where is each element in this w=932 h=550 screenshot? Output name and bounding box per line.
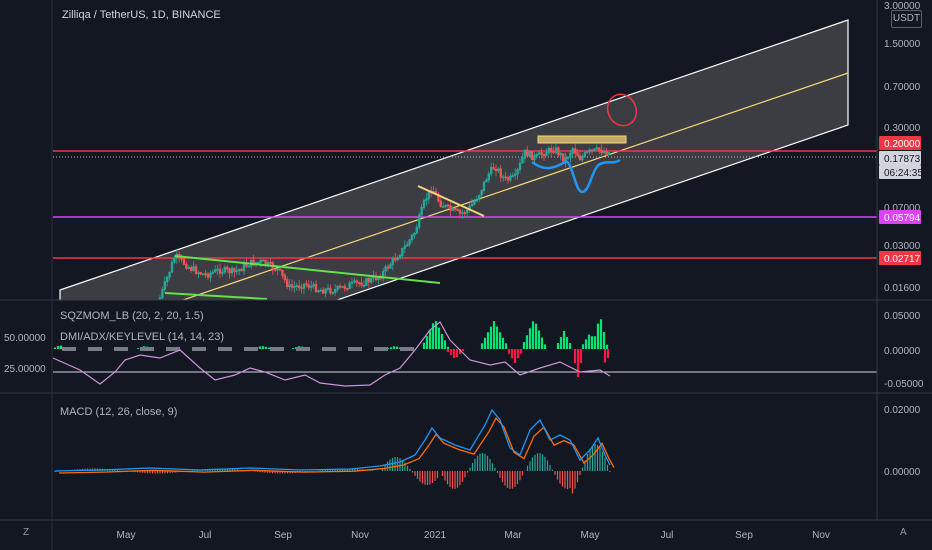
price-pane-content [53, 19, 877, 395]
auto-scale-icon[interactable]: A [900, 527, 907, 538]
price-level-label: 0.05794 [884, 213, 921, 224]
macd-signal-line[interactable] [58, 416, 615, 474]
dmi-label[interactable]: DMI/ADX/KEYLEVEL (14, 14, 23) [60, 331, 225, 343]
regression-channel[interactable] [59, 19, 849, 395]
indicator1-left-tick: 50.00000 [4, 333, 46, 344]
trendline-green-lower[interactable] [164, 292, 268, 300]
time-axis-label: Jul [661, 530, 674, 541]
price-level-tag[interactable] [879, 151, 921, 165]
price-level-label: 0.02717 [884, 254, 921, 265]
channel-midline[interactable] [60, 72, 849, 342]
red-target-ellipse[interactable] [603, 90, 642, 131]
ind1-content [53, 319, 877, 387]
price-tick-label: 3.00000 [884, 1, 921, 12]
price-level-tag[interactable] [879, 136, 921, 150]
time-axis-label: Jul [199, 530, 212, 541]
macd-right-tick: 0.00000 [884, 467, 921, 478]
price-tick-label: 1.50000 [884, 39, 921, 50]
adx-line[interactable] [53, 321, 611, 387]
time-axis-label: Sep [274, 530, 292, 541]
timezone-icon[interactable]: Z [23, 527, 30, 538]
price-tick-label: 0.01600 [884, 283, 921, 294]
price-pane[interactable] [53, 19, 877, 395]
price-tick-label: 0.30000 [884, 123, 921, 134]
macd-histogram-negative[interactable] [54, 471, 611, 494]
sqzmom-dmi-pane[interactable] [52, 319, 877, 387]
time-axis-label: 2021 [424, 530, 447, 541]
sqzmom-label[interactable]: SQZMOM_LB (20, 2, 20, 1.5) [60, 310, 204, 322]
currency-badge[interactable]: USDT [891, 10, 922, 28]
price-level-label: 06:24:35 [884, 168, 923, 179]
macd-histogram-positive[interactable] [64, 444, 609, 471]
price-level-label: 0.17873 [884, 154, 921, 165]
macd-line[interactable] [54, 408, 611, 472]
price-tick-label: 0.03000 [884, 241, 921, 252]
indicator1-right-tick: -0.05000 [884, 379, 924, 390]
price-level-tag[interactable] [879, 165, 921, 179]
time-axis-label: May [581, 530, 600, 541]
macd-label[interactable]: MACD (12, 26, close, 9) [60, 406, 178, 418]
trendline-green-upper[interactable] [174, 255, 441, 284]
macd-pane[interactable] [54, 408, 615, 494]
indicator1-right-tick: 0.00000 [884, 346, 921, 357]
time-axis-label: May [117, 530, 136, 541]
macd-right-tick: 0.02000 [884, 405, 921, 416]
blue-pattern-curve[interactable] [531, 158, 621, 194]
price-level-label: 0.20000 [884, 139, 921, 150]
time-axis-label: Sep [735, 530, 753, 541]
price-tick-label: 0.70000 [884, 82, 921, 93]
price-tick-label: 0.07000 [884, 203, 921, 214]
consolidation-box[interactable] [537, 135, 627, 144]
squeeze-momentum-negative-bars[interactable] [445, 349, 610, 377]
indicator1-right-tick: 0.05000 [884, 311, 921, 322]
symbol-title[interactable]: Zilliqa / TetherUS, 1D, BINANCE [62, 9, 221, 21]
time-axis-label: Nov [812, 530, 830, 541]
time-axis-label: Nov [351, 530, 369, 541]
price-level-tag[interactable] [879, 251, 921, 265]
time-axis-label: Mar [504, 530, 522, 541]
indicator1-left-tick: 25.00000 [4, 364, 46, 375]
ind2-content [54, 408, 615, 494]
price-level-tag[interactable] [879, 210, 921, 224]
trendline-yellow[interactable] [417, 185, 485, 217]
